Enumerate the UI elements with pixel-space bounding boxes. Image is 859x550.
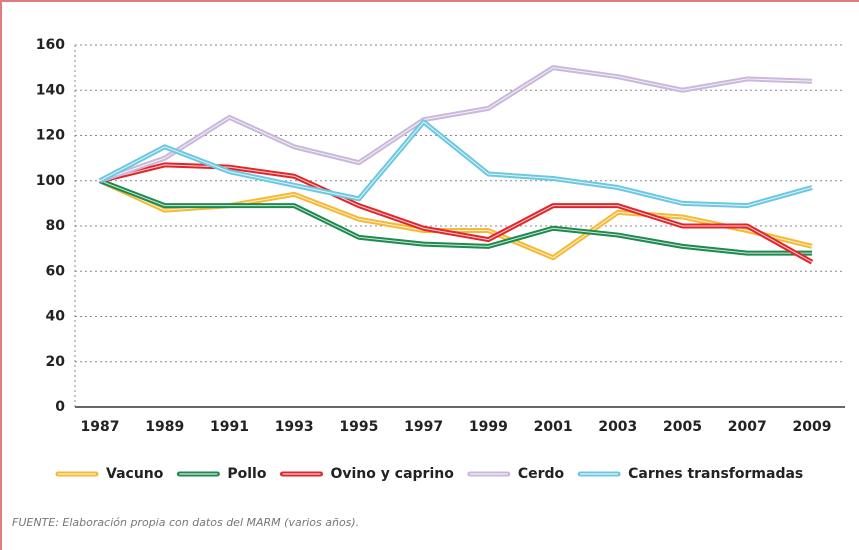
series-line-highlight <box>99 67 813 182</box>
x-tick-label: 1987 <box>81 419 120 435</box>
legend-label: Carnes transformadas <box>628 466 803 482</box>
series-line-highlight <box>99 121 813 207</box>
x-tick-label: 1999 <box>469 419 508 435</box>
source-note: FUENTE: Elaboración propia con datos del… <box>12 516 359 529</box>
legend-label: Ovino y caprino <box>330 466 454 482</box>
y-tick-label: 60 <box>46 263 66 279</box>
y-tick-label: 20 <box>46 354 66 370</box>
y-tick-label: 140 <box>36 82 65 98</box>
legend-label: Vacuno <box>106 466 164 482</box>
x-tick-label: 2007 <box>728 419 767 435</box>
legend-label: Cerdo <box>518 466 565 482</box>
x-tick-label: 1991 <box>210 419 249 435</box>
y-tick-label: 160 <box>36 37 65 53</box>
y-tick-label: 80 <box>46 218 66 234</box>
series-line-highlight <box>99 180 812 254</box>
y-tick-label: 40 <box>46 309 66 325</box>
x-tick-label: 1995 <box>339 419 378 435</box>
legend-label: Pollo <box>227 466 266 482</box>
x-tick-label: 1993 <box>275 419 314 435</box>
y-tick-label: 0 <box>55 399 65 415</box>
y-tick-label: 120 <box>36 128 65 144</box>
x-tick-label: 1997 <box>404 419 443 435</box>
x-tick-label: 2009 <box>793 419 832 435</box>
y-tick-label: 100 <box>36 173 65 189</box>
x-tick-label: 1989 <box>145 419 184 435</box>
x-tick-label: 2001 <box>534 419 573 435</box>
x-tick-label: 2003 <box>598 419 637 435</box>
series-line <box>99 178 812 256</box>
x-tick-label: 2005 <box>663 419 702 435</box>
